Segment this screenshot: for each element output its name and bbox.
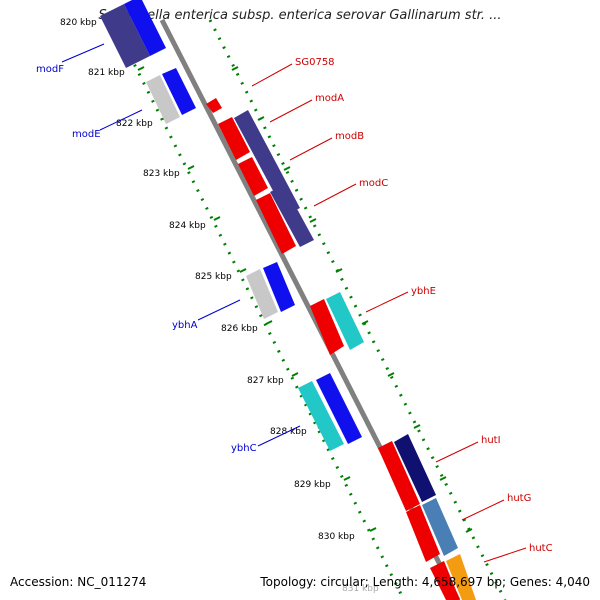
cog-bar-ybhA: [246, 269, 278, 319]
cog-bar-ybhE: [326, 292, 364, 350]
gene-label-hutG: hutG: [507, 493, 531, 504]
leaders-plus: [251, 63, 527, 563]
tick-label: 821 kbp: [88, 68, 125, 78]
gene-arrow-modC: [256, 193, 296, 254]
tick-label: 825 kbp: [195, 272, 232, 282]
tick-label: 820 kbp: [60, 18, 97, 28]
cog-bar-ybhC: [298, 381, 344, 451]
gene-arrow-hutG: [406, 505, 440, 562]
tick-label: 822 kbp: [116, 119, 153, 129]
gene-label-modA: modA: [315, 93, 344, 104]
gene-arrow-hutI: [378, 441, 420, 511]
gene-label-modB: modB: [335, 131, 364, 142]
leaders-minus: [61, 43, 301, 447]
cog-bar-ybhA-2: [263, 262, 295, 312]
tick-label: 829 kbp: [294, 480, 331, 490]
tick-track-inner: [208, 19, 507, 600]
tick-label: 830 kbp: [318, 532, 355, 542]
cog-bar-hutG: [422, 498, 458, 556]
cog-bar-modC: [270, 185, 314, 247]
gene-label-ybhA: ybhA: [172, 320, 198, 331]
cog-bar-modF-2: [124, 0, 166, 56]
cog-bar-hutC: [446, 554, 476, 600]
tick-label: 827 kbp: [247, 376, 284, 386]
gene-label-ybhC: ybhC: [231, 443, 257, 454]
gene-arrow-ybhE: [310, 299, 344, 355]
labels-minus: modF modE ybhA ybhC: [36, 64, 257, 454]
tick-label: 831 kbp: [342, 584, 379, 594]
cog-bar-hutI: [394, 434, 436, 502]
genes-plus-track: [206, 98, 476, 600]
gene-arrow-SG0758: [206, 98, 222, 113]
cog-bar-ybhC-2: [316, 373, 362, 444]
gene-arrow-modA: [218, 117, 250, 160]
tick-label: 823 kbp: [143, 169, 180, 179]
gene-label-modC: modC: [359, 178, 388, 189]
cog-bar-modE-2: [162, 68, 196, 115]
tick-label: 824 kbp: [169, 221, 206, 231]
gene-label-modF: modF: [36, 64, 64, 75]
cog-track-minus: [100, 0, 362, 451]
tick-label: 826 kbp: [221, 324, 258, 334]
gene-label-modE: modE: [72, 129, 101, 140]
cog-bar-modE: [146, 75, 180, 124]
accession-label: Accession: NC_011274: [10, 575, 147, 589]
gene-arrow-modB: [238, 157, 268, 196]
gene-label-hutC: hutC: [529, 543, 553, 554]
genome-title: Salmonella enterica subsp. enterica sero…: [98, 8, 502, 23]
tick-track-outer: [110, 19, 406, 600]
gene-arrow-hutC: [430, 561, 460, 600]
gene-label-SG0758: SG0758: [295, 57, 335, 68]
cog-bar-modF: [100, 4, 150, 68]
gene-label-ybhE: ybhE: [411, 286, 436, 297]
genome-summary: Topology: circular; Length: 4,658,697 bp…: [260, 575, 590, 589]
gene-label-hutI: hutI: [481, 435, 501, 446]
tick-marks-right: [231, 66, 473, 533]
labels-plus: SG0758 modA modB modC ybhE hutI hutG hut…: [295, 57, 553, 554]
